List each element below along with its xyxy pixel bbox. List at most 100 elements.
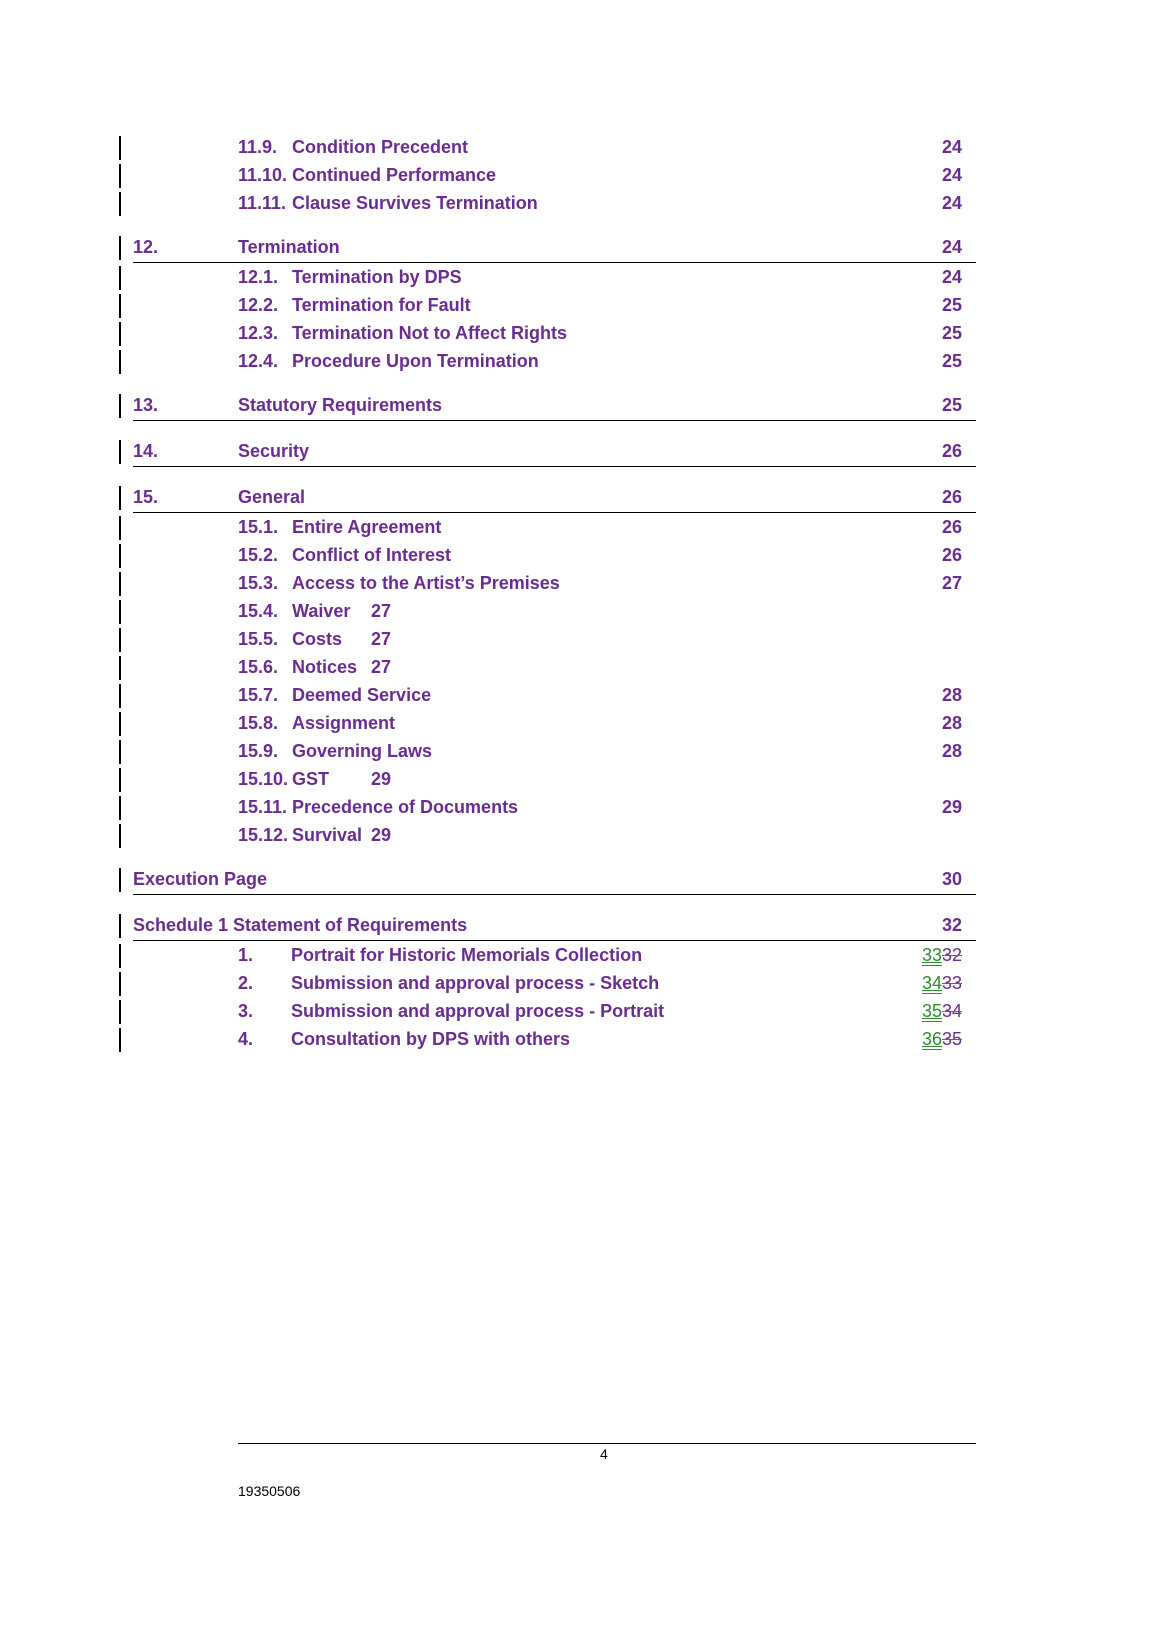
revision-bar: [119, 516, 121, 540]
revision-bar: [119, 944, 121, 968]
deleted-page: 35: [941, 1029, 962, 1049]
toc-entry[interactable]: 3. Submission and approval process - Port…: [119, 997, 976, 1025]
toc-entry[interactable]: 2. Submission and approval process - Sket…: [119, 969, 976, 997]
entry-title[interactable]: Statutory Requirements: [238, 395, 443, 415]
toc-entry[interactable]: 11.9. Condition Precedent 24: [119, 133, 976, 161]
entry-title[interactable]: Termination: [238, 237, 340, 257]
toc-heading-entry[interactable]: Schedule 1 Statement of Requirements 32: [119, 911, 976, 941]
entry-title[interactable]: Submission and approval process - Portra…: [291, 1001, 665, 1021]
entry-title[interactable]: Portrait for Historic Memorials Collecti…: [291, 945, 643, 965]
revision-bar: [119, 322, 121, 346]
entry-label: 15.4. Waiver 27: [238, 597, 391, 625]
entry-title[interactable]: Entire Agreement: [292, 517, 442, 537]
toc-heading-entry[interactable]: 15. General 26: [119, 483, 976, 513]
entry-number: 15.8.: [238, 713, 279, 733]
entry-title[interactable]: Survival: [292, 825, 363, 845]
entry-number: 4.: [238, 1029, 254, 1049]
entry-title[interactable]: GST: [292, 769, 330, 789]
entry-title[interactable]: Security: [238, 441, 310, 461]
entry-title[interactable]: Termination Not to Affect Rights: [292, 323, 567, 343]
entry-page: 28: [941, 741, 962, 761]
toc-entry[interactable]: 15.7. Deemed Service 28: [119, 681, 976, 709]
toc-entry[interactable]: 15.11. Precedence of Documents 29: [119, 793, 976, 821]
document-id: 19350506: [238, 1483, 301, 1499]
toc-entry[interactable]: 15.1. Entire Agreement 26: [119, 513, 976, 541]
toc-entry[interactable]: 12.1. Termination by DPS 24: [119, 263, 976, 291]
entry-title[interactable]: Termination by DPS: [292, 267, 462, 287]
toc-heading-entry[interactable]: 14. Security 26: [119, 437, 976, 467]
entry-title[interactable]: Continued Performance: [292, 165, 497, 185]
entry-number: 15.9.: [238, 741, 279, 761]
entry-label: 15.9. Governing Laws: [238, 737, 432, 765]
entry-title[interactable]: Condition Precedent: [292, 137, 469, 157]
entry-page: 27: [371, 601, 392, 621]
entry-label: 15.10. GST 29: [238, 765, 391, 793]
revision-bar: [119, 628, 121, 652]
toc-entry[interactable]: 15.8. Assignment 28: [119, 709, 976, 737]
entry-page: 32: [941, 915, 962, 935]
entry-label: 15.1. Entire Agreement: [238, 513, 441, 541]
entry-number: 12.4.: [238, 351, 279, 371]
toc-entry[interactable]: 15.9. Governing Laws 28: [119, 737, 976, 765]
entry-number: 15.1.: [238, 517, 279, 537]
entry-page: 30: [941, 869, 962, 889]
toc-entry[interactable]: 12.3. Termination Not to Affect Rights 25: [119, 319, 976, 347]
entry-title[interactable]: Conflict of Interest: [292, 545, 452, 565]
revision-bar: [119, 824, 121, 848]
toc-heading-entry[interactable]: Execution Page 30: [119, 865, 976, 895]
entry-title[interactable]: Precedence of Documents: [292, 797, 519, 817]
entry-label: 15.11. Precedence of Documents: [238, 793, 518, 821]
entry-page: 25: [941, 295, 962, 315]
entry-page: 24: [941, 237, 962, 257]
footer-divider: [238, 1443, 976, 1444]
toc-heading-entry[interactable]: 13. Statutory Requirements 25: [119, 391, 976, 421]
entry-title[interactable]: Costs: [292, 629, 343, 649]
toc-entry[interactable]: 11.11. Clause Survives Termination 24: [119, 189, 976, 217]
entry-page: 25: [941, 323, 962, 343]
entry-title[interactable]: Termination for Fault: [292, 295, 471, 315]
toc-entry[interactable]: 15.4. Waiver 27: [119, 597, 976, 625]
entry-label: 12.4. Procedure Upon Termination: [238, 347, 539, 375]
revision-bar: [119, 712, 121, 736]
entry-label: 15.8. Assignment: [238, 709, 395, 737]
entry-title[interactable]: Governing Laws: [292, 741, 433, 761]
entry-title[interactable]: General: [238, 487, 306, 507]
entry-page: 29: [371, 825, 392, 845]
entry-title[interactable]: Clause Survives Termination: [292, 193, 538, 213]
entry-number: 15.6.: [238, 657, 279, 677]
entry-title[interactable]: Execution Page: [133, 869, 268, 889]
toc-entry[interactable]: 15.5. Costs 27: [119, 625, 976, 653]
toc-entry[interactable]: 1. Portrait for Historic Memorials Collec…: [119, 941, 976, 969]
entry-page: 24: [941, 165, 962, 185]
revision-bar: [119, 294, 121, 318]
toc-entry[interactable]: 15.3. Access to the Artist’s Premises 27: [119, 569, 976, 597]
revision-bar: [119, 394, 121, 418]
toc-entry[interactable]: 12.2. Termination for Fault 25: [119, 291, 976, 319]
entry-label: 11.9. Condition Precedent: [238, 133, 468, 161]
entry-title[interactable]: Assignment: [292, 713, 396, 733]
entry-label: 15.2. Conflict of Interest: [238, 541, 451, 569]
entry-title[interactable]: Consultation by DPS with others: [291, 1029, 571, 1049]
toc-heading-entry[interactable]: 12. Termination 24: [119, 233, 976, 263]
entry-title[interactable]: Access to the Artist’s Premises: [292, 573, 560, 593]
entry-title[interactable]: Deemed Service: [292, 685, 432, 705]
entry-page: 24: [941, 137, 962, 157]
toc-entry[interactable]: 12.4. Procedure Upon Termination 25: [119, 347, 976, 375]
entry-title[interactable]: Submission and approval process - Sketch: [291, 973, 660, 993]
toc-entry[interactable]: 4. Consultation by DPS with others 3635: [119, 1025, 976, 1053]
toc-entry[interactable]: 15.2. Conflict of Interest 26: [119, 541, 976, 569]
entry-title[interactable]: Waiver: [292, 601, 351, 621]
entry-number: 15.7.: [238, 685, 279, 705]
revision-bar: [119, 1000, 121, 1024]
entry-number: 11.10.: [238, 165, 288, 185]
toc-entry[interactable]: 11.10. Continued Performance 24: [119, 161, 976, 189]
entry-number: 11.9.: [238, 137, 278, 157]
toc-entry[interactable]: 15.12. Survival 29: [119, 821, 976, 849]
entry-title[interactable]: Schedule 1 Statement of Requirements: [133, 915, 468, 935]
toc-entry[interactable]: 15.6. Notices 27: [119, 653, 976, 681]
entry-page: 28: [941, 685, 962, 705]
entry-title[interactable]: Procedure Upon Termination: [292, 351, 539, 371]
entry-title[interactable]: Notices: [292, 657, 358, 677]
toc-entry[interactable]: 15.10. GST 29: [119, 765, 976, 793]
deleted-page: 34: [941, 1001, 962, 1021]
